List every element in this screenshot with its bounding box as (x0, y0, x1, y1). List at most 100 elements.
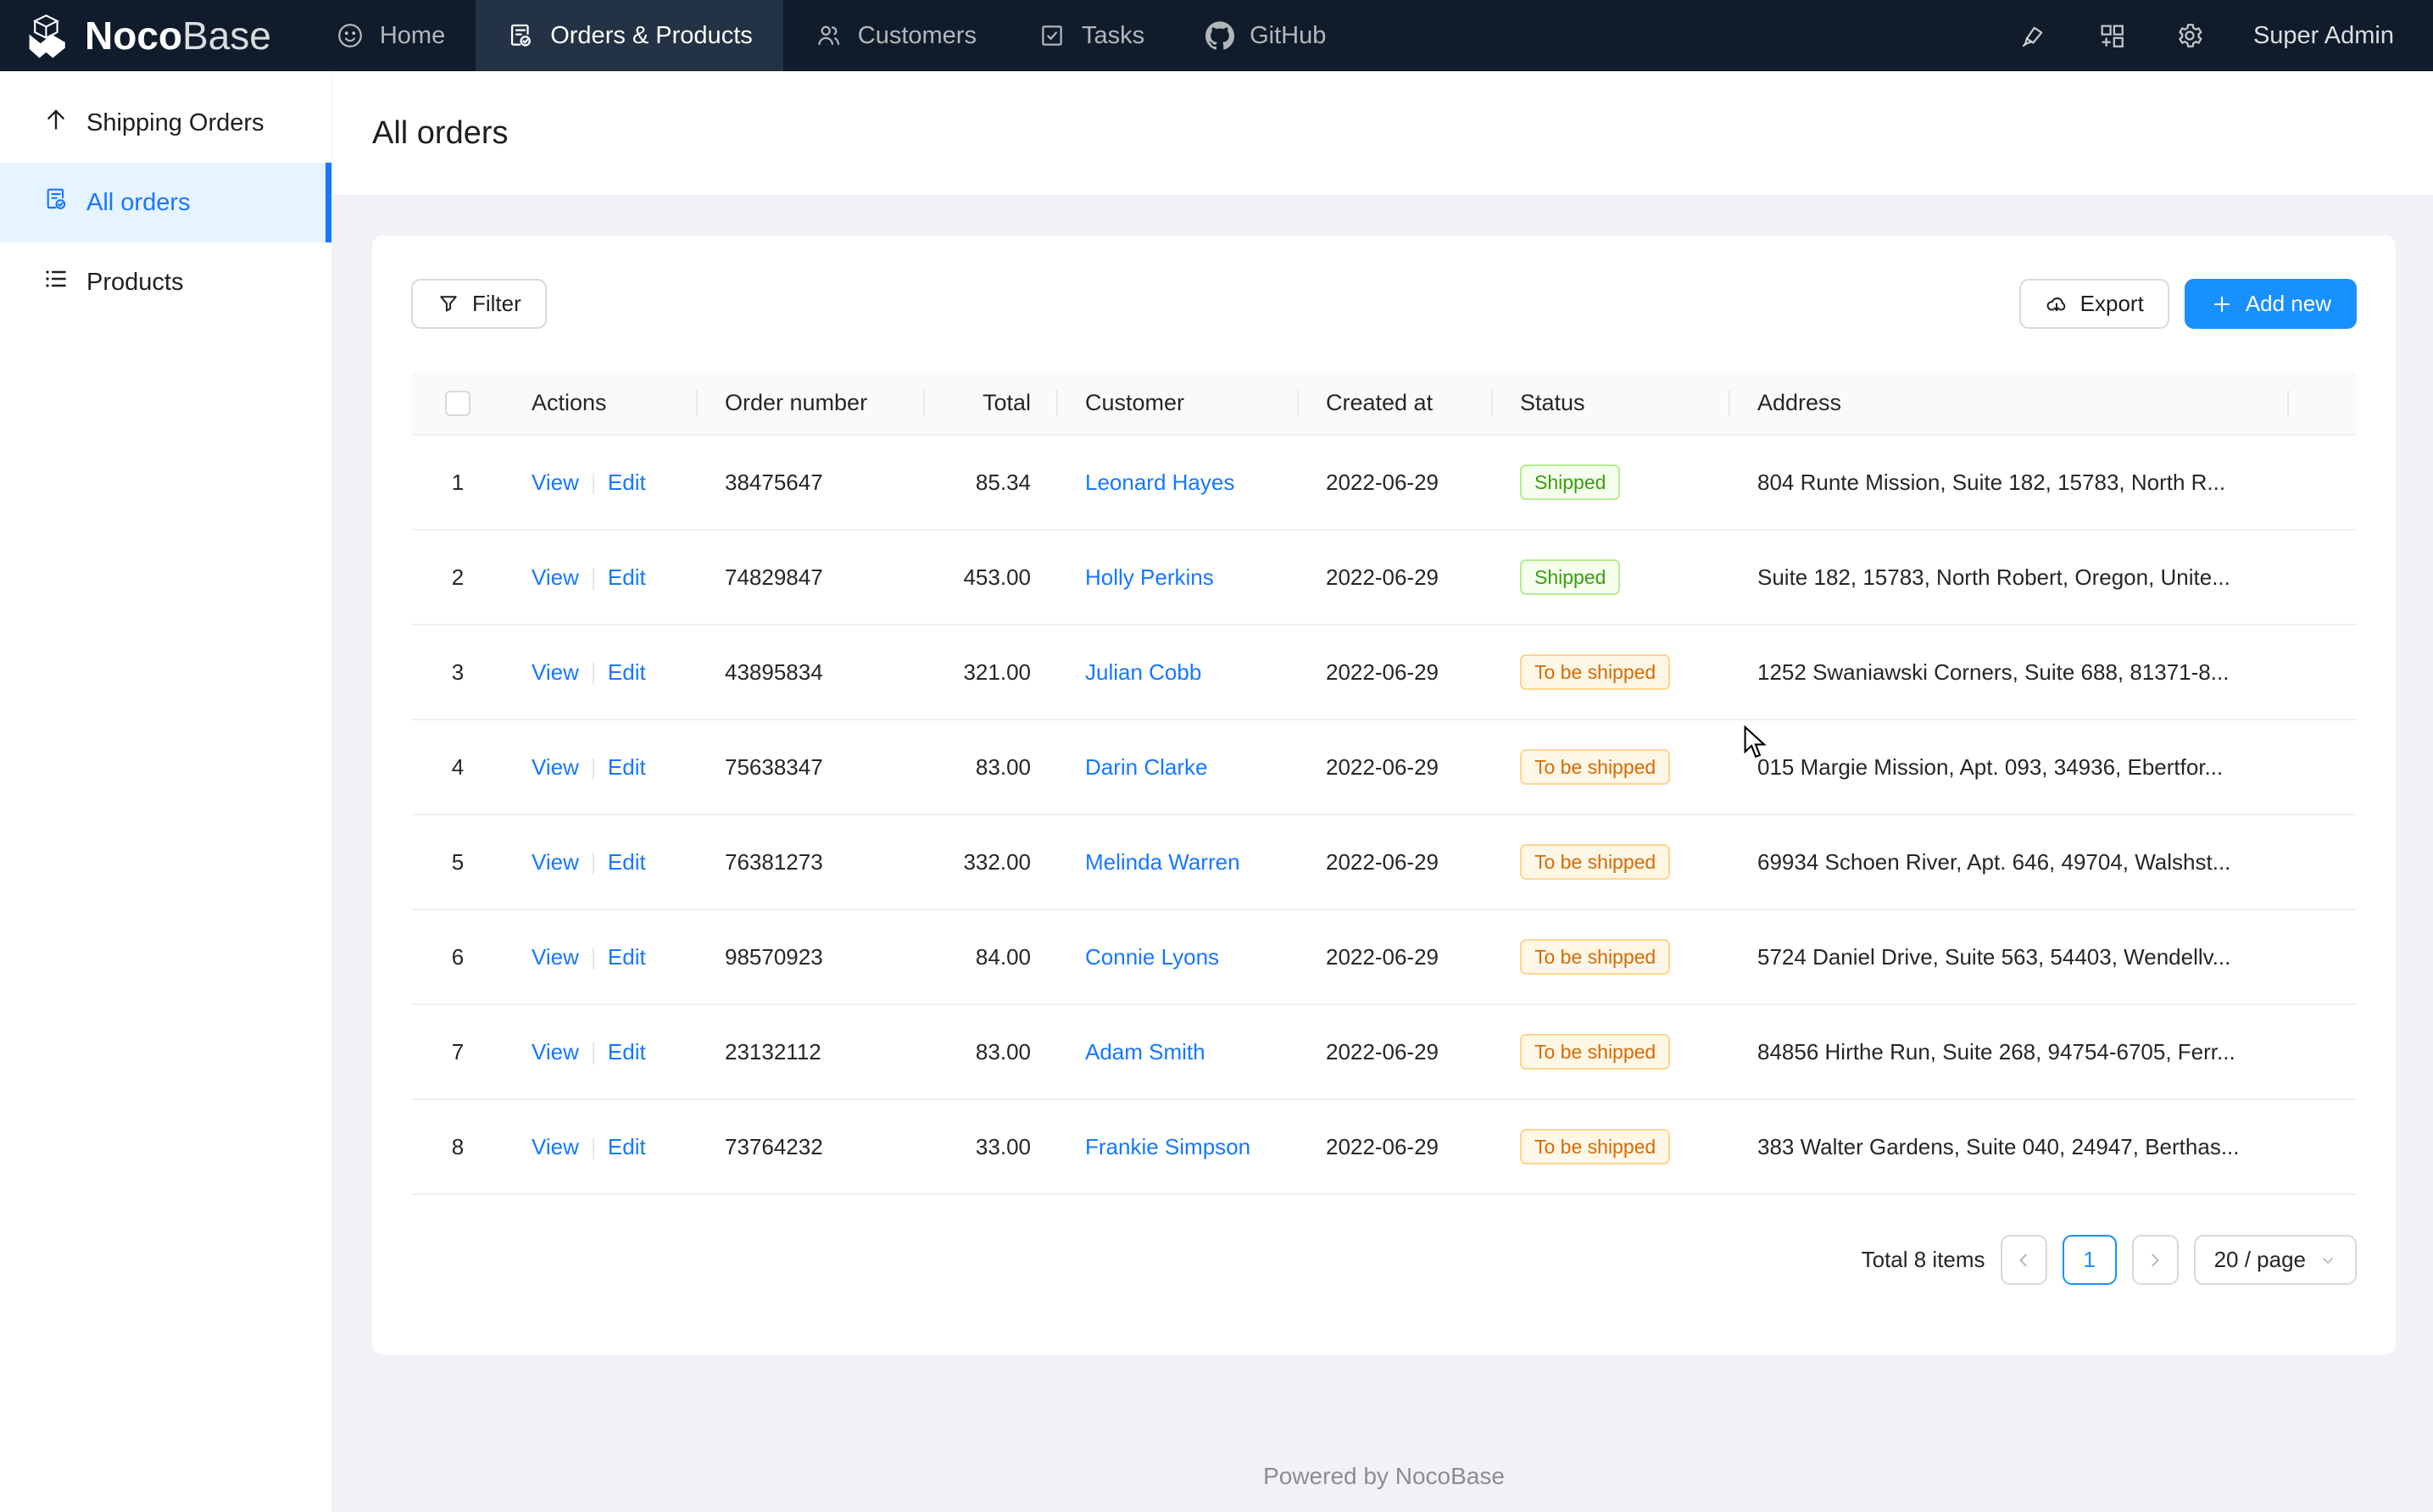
nocobase-logo[interactable]: NocoBase (0, 0, 305, 71)
total-cell: 83.00 (975, 1038, 1031, 1065)
gear-icon[interactable] (2175, 21, 2204, 50)
order-number-cell: 23132112 (725, 1038, 821, 1065)
total-cell: 321.00 (963, 659, 1031, 685)
customer-link[interactable]: Adam Smith (1085, 1038, 1205, 1065)
list-icon (42, 265, 70, 299)
status-cell: To be shipped (1493, 1034, 1730, 1070)
view-link[interactable]: View (532, 1038, 579, 1065)
row-index: 2 (451, 564, 465, 590)
pagination: Total 8 items 1 20 / page (411, 1235, 2357, 1285)
link-divider (592, 757, 594, 780)
page-size-select[interactable]: 20 / page (2193, 1235, 2357, 1285)
created-at-cell: 2022-06-29 (1326, 659, 1439, 685)
table-row: 8 View Edit 73764232 33.00 Frankie Simpso… (411, 1100, 2357, 1195)
row-index: 4 (451, 753, 465, 780)
total-cell: 332.00 (963, 848, 1031, 875)
address-cell: 804 Runte Mission, Suite 182, 15783, Nor… (1757, 469, 2226, 495)
customer-cell: Adam Smith (1058, 1039, 1299, 1065)
sidebar-item-products[interactable]: Products (0, 242, 331, 322)
sidebar-item-all-orders[interactable]: All orders (0, 163, 331, 242)
column-header-spacer (2289, 372, 2357, 434)
edit-link[interactable]: Edit (607, 564, 646, 590)
total-cell: 85.34 (975, 469, 1031, 495)
table-header: Actions Order number Total Customer Crea… (411, 372, 2357, 436)
powered-by-footer: Powered by NocoBase (1263, 1463, 1505, 1489)
actions-cell: View Edit (504, 470, 698, 496)
customer-link[interactable]: Darin Clarke (1085, 753, 1208, 780)
nocobase-logo-icon (29, 14, 65, 58)
nav-item-github[interactable]: GitHub (1175, 0, 1356, 71)
edit-link[interactable]: Edit (607, 848, 646, 875)
status-badge: To be shipped (1520, 654, 1671, 690)
sidebar-item-label: Products (86, 268, 184, 296)
customers-icon (814, 21, 843, 50)
page-title: All orders (372, 114, 509, 151)
table-row: 3 View Edit 43895834 321.00 Julian Cobb 2… (411, 625, 2357, 720)
customer-link[interactable]: Holly Perkins (1085, 564, 1214, 590)
sidebar: Shipping Orders All orders (0, 71, 332, 1512)
next-page-button[interactable] (2131, 1235, 2179, 1285)
blocks-add-icon[interactable] (2097, 21, 2126, 50)
edit-link[interactable]: Edit (607, 659, 646, 685)
column-header-customer: Customer (1058, 372, 1299, 434)
customer-link[interactable]: Melinda Warren (1085, 848, 1240, 875)
nav-item-label: Customers (857, 21, 977, 49)
link-divider (592, 947, 594, 970)
edit-link[interactable]: Edit (607, 943, 646, 970)
view-link[interactable]: View (532, 1133, 579, 1159)
address-cell: 69934 Schoen River, Apt. 646, 49704, Wal… (1757, 848, 2231, 875)
status-badge: Shipped (1520, 464, 1621, 500)
created-at-cell: 2022-06-29 (1326, 753, 1439, 780)
nav-item-orders-products[interactable]: Orders & Products (476, 0, 783, 71)
view-link[interactable]: View (532, 753, 579, 780)
customer-link[interactable]: Connie Lyons (1085, 943, 1220, 970)
link-divider (592, 472, 594, 495)
customer-cell: Darin Clarke (1058, 754, 1299, 781)
customer-link[interactable]: Frankie Simpson (1085, 1133, 1251, 1159)
edit-link[interactable]: Edit (607, 753, 646, 780)
plus-icon (2213, 296, 2230, 312)
logo-text: NocoBase (85, 14, 271, 58)
customer-link[interactable]: Leonard Hayes (1085, 469, 1235, 495)
edit-link[interactable]: Edit (607, 1133, 646, 1159)
edit-link[interactable]: Edit (607, 469, 646, 495)
actions-cell: View Edit (504, 1039, 698, 1065)
address-cell: Suite 182, 15783, North Robert, Oregon, … (1757, 564, 2230, 590)
highlighter-icon[interactable] (2019, 21, 2048, 50)
view-link[interactable]: View (532, 469, 579, 495)
prev-page-button[interactable] (2000, 1235, 2047, 1285)
sidebar-item-shipping-orders[interactable]: Shipping Orders (0, 83, 331, 163)
main-area: All orders Filter (332, 71, 2433, 1512)
page-number-button[interactable]: 1 (2062, 1235, 2117, 1285)
link-divider (592, 852, 594, 875)
edit-link[interactable]: Edit (607, 1038, 646, 1065)
export-button[interactable]: Export (2018, 279, 2169, 329)
user-menu[interactable]: Super Admin (2252, 21, 2394, 49)
status-badge: Shipped (1520, 559, 1621, 595)
row-index: 6 (451, 943, 465, 970)
link-divider (592, 1042, 594, 1065)
status-badge: To be shipped (1520, 844, 1671, 880)
select-all-checkbox[interactable] (445, 390, 470, 416)
actions-cell: View Edit (504, 1134, 698, 1160)
customer-link[interactable]: Julian Cobb (1085, 659, 1202, 685)
nav-item-home[interactable]: Home (305, 0, 476, 71)
row-index: 3 (451, 659, 465, 685)
nav-item-label: Tasks (1081, 21, 1145, 49)
view-link[interactable]: View (532, 943, 579, 970)
column-header-address: Address (1730, 372, 2289, 434)
column-header-total: Total (925, 372, 1058, 434)
view-link[interactable]: View (532, 659, 579, 685)
order-number-cell: 74829847 (725, 564, 823, 590)
view-link[interactable]: View (532, 848, 579, 875)
nav-item-tasks[interactable]: Tasks (1007, 0, 1175, 71)
order-number-cell: 98570923 (725, 943, 823, 970)
total-cell: 84.00 (975, 943, 1031, 970)
add-new-button[interactable]: Add new (2184, 279, 2357, 329)
status-cell: To be shipped (1493, 749, 1730, 785)
filter-button[interactable]: Filter (411, 279, 547, 329)
status-badge: To be shipped (1520, 749, 1671, 785)
column-header-status: Status (1493, 372, 1730, 434)
nav-item-customers[interactable]: Customers (783, 0, 1007, 71)
view-link[interactable]: View (532, 564, 579, 590)
